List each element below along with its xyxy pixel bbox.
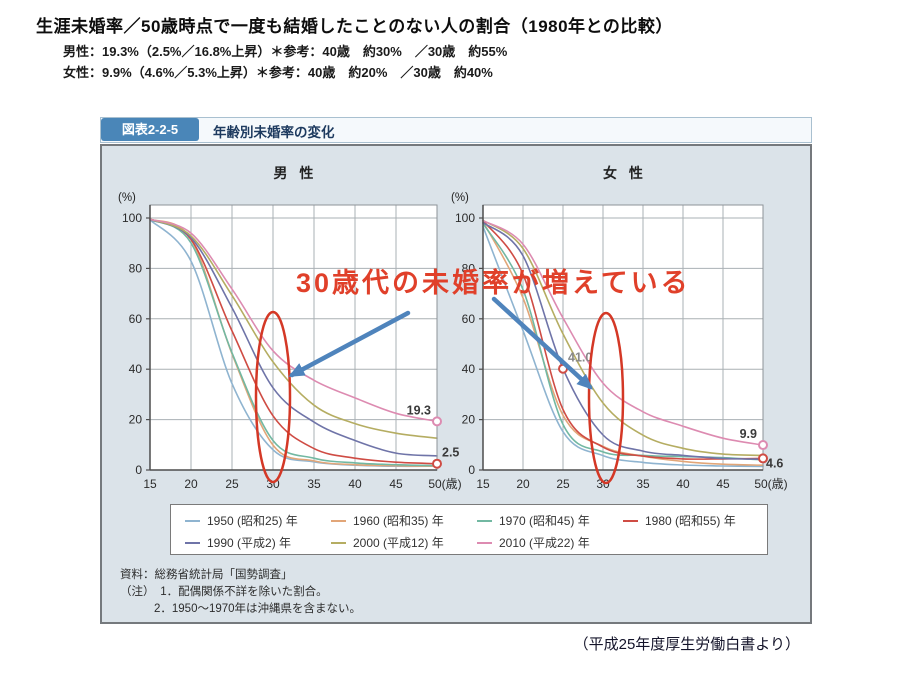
series-line-1960 xyxy=(482,220,764,466)
legend-color-swatch xyxy=(185,541,200,544)
x-tick-label: 40 xyxy=(676,477,690,491)
legend-item-label: 1980 (昭和55) 年 xyxy=(645,514,736,528)
y-tick-label: 80 xyxy=(129,261,143,275)
data-point-marker xyxy=(432,458,442,469)
figure-title: 年齢別未婚率の変化 xyxy=(213,125,335,140)
male-stat-line: 男性：19.3%（2.5%／16.8%上昇）＊参考：40歳 約30% ／30歳 … xyxy=(63,44,508,59)
legend-color-swatch xyxy=(331,541,346,544)
legend-item-label: 1950 (昭和25) 年 xyxy=(207,514,298,528)
legend-color-swatch xyxy=(185,519,200,522)
x-tick-label: 15 xyxy=(476,477,490,491)
source-note: 資料：総務省統計局「国勢調査」 xyxy=(120,569,293,581)
legend-item-label: 1970 (昭和45) 年 xyxy=(499,514,590,528)
legend-item-label: 1960 (昭和35) 年 xyxy=(353,514,444,528)
series-line-1960 xyxy=(149,218,438,467)
data-point-marker xyxy=(758,440,768,451)
y-axis-unit: (%) xyxy=(451,192,469,204)
legend-color-swatch xyxy=(477,519,492,522)
figure-header-bar xyxy=(100,117,812,143)
y-tick-label: 20 xyxy=(462,413,476,427)
footnote-1: （注） 1．配偶関係不詳を除いた割合。 xyxy=(120,586,328,598)
page-title: 生涯未婚率／50歳時点で一度も結婚したことのない人の割合（1980年との比較） xyxy=(36,17,673,36)
series-line-1950 xyxy=(482,225,764,468)
age-30-highlight-ellipse xyxy=(587,311,625,485)
series-line-1980 xyxy=(149,218,438,465)
citation: （平成25年度厚生労働白書より） xyxy=(573,636,800,653)
legend-item: 1990 (平成2) 年 xyxy=(185,533,331,552)
y-tick-label: 80 xyxy=(462,261,476,275)
x-tick-label: 45 xyxy=(389,477,403,491)
legend-item-label: 2010 (平成22) 年 xyxy=(499,536,590,550)
plot-area xyxy=(150,205,437,470)
legend-item: 1980 (昭和55) 年 xyxy=(623,511,769,530)
legend-item: 2010 (平成22) 年 xyxy=(477,533,623,552)
y-tick-label: 20 xyxy=(129,413,143,427)
x-tick-label: 25 xyxy=(225,477,239,491)
legend-item-label: 1990 (平成2) 年 xyxy=(207,536,292,550)
legend-item: 1950 (昭和25) 年 xyxy=(185,511,331,530)
x-tick-label: 35 xyxy=(307,477,321,491)
series-line-2010 xyxy=(482,219,764,446)
unmarried-rate-line-charts: 0 20 40 60 80 100 (%) 15 20 25 30 35 40 45 50(歳) 19.3 2.… xyxy=(118,192,788,491)
footnote-2: 2．1950～1970年は沖縄県を含まない。 xyxy=(154,603,362,615)
female-stat-line: 女性：9.9%（4.6%／5.3%上昇）＊参考：40歳 約20% ／30歳 約4… xyxy=(63,65,493,80)
series-line-2000 xyxy=(482,219,764,457)
figure-number-badge: 図表2-2-5 xyxy=(101,118,199,141)
x-tick-label: 50(歳) xyxy=(754,477,787,491)
annotation-text: 30歳代の未婚率が増えている xyxy=(296,268,691,298)
series-line-2000 xyxy=(149,218,438,439)
y-tick-label: 0 xyxy=(468,463,475,477)
age-30-highlight-ellipse xyxy=(254,310,292,484)
y-tick-label: 40 xyxy=(129,362,143,376)
series-line-1980 xyxy=(482,219,764,460)
y-tick-label: 100 xyxy=(122,211,142,225)
data-point-label: 9.9 xyxy=(740,427,757,441)
female-chart-title: 女 性 xyxy=(603,165,643,181)
x-tick-label: 20 xyxy=(184,477,198,491)
chart-legend: 1950 (昭和25) 年 1960 (昭和35) 年 1970 (昭和45) 年 1… xyxy=(170,504,768,555)
data-point-label: 41.0 xyxy=(568,351,592,365)
legend-item: 1970 (昭和45) 年 xyxy=(477,511,623,530)
x-tick-label: 25 xyxy=(556,477,570,491)
data-point-label: 4.6 xyxy=(766,456,783,470)
data-point-marker xyxy=(758,453,768,464)
series-line-1990 xyxy=(149,218,438,457)
y-tick-label: 40 xyxy=(462,362,476,376)
series-line-1990 xyxy=(482,221,764,460)
x-tick-label: 45 xyxy=(716,477,730,491)
y-tick-label: 60 xyxy=(129,312,143,326)
y-axis-unit: (%) xyxy=(118,192,136,204)
series-line-1970 xyxy=(149,218,438,467)
legend-color-swatch xyxy=(477,541,492,544)
legend-color-swatch xyxy=(331,519,346,522)
x-tick-label: 50(歳) xyxy=(428,477,461,491)
x-tick-label: 40 xyxy=(348,477,362,491)
legend-item-label: 2000 (平成12) 年 xyxy=(353,536,444,550)
x-tick-label: 15 xyxy=(143,477,157,491)
x-tick-label: 20 xyxy=(516,477,530,491)
y-tick-label: 0 xyxy=(135,463,142,477)
female-chart: 0 20 40 60 80 100 (%) 15 20 25 30 35 40 45 50(歳) 41.0 9.… xyxy=(451,192,788,491)
data-point-marker xyxy=(432,416,442,427)
y-tick-label: 100 xyxy=(455,211,475,225)
data-point-label: 19.3 xyxy=(407,403,431,417)
x-tick-label: 30 xyxy=(596,477,610,491)
legend-item: 2000 (平成12) 年 xyxy=(331,533,477,552)
legend-color-swatch xyxy=(623,519,638,522)
legend-item: 1960 (昭和35) 年 xyxy=(331,511,477,530)
annotation-arrow xyxy=(491,296,593,390)
y-tick-label: 60 xyxy=(462,312,476,326)
x-tick-label: 35 xyxy=(636,477,650,491)
male-chart-title: 男 性 xyxy=(273,165,314,181)
data-point-label: 2.5 xyxy=(442,446,459,460)
annotation-arrow xyxy=(288,310,411,378)
